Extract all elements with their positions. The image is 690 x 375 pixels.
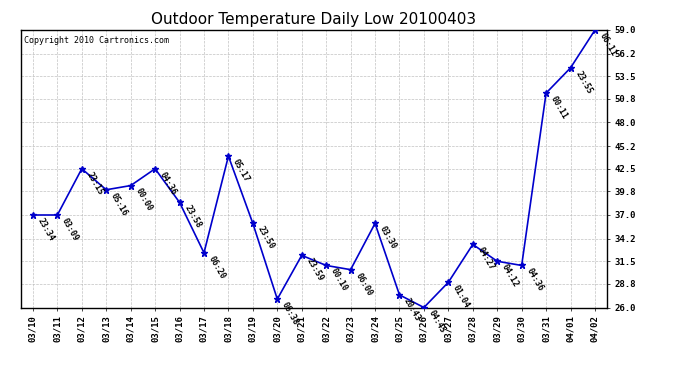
Text: 06:00: 06:00 xyxy=(353,271,374,297)
Text: 00:11: 00:11 xyxy=(549,94,569,121)
Text: 03:30: 03:30 xyxy=(378,225,398,251)
Text: 04:45: 04:45 xyxy=(426,309,447,335)
Text: 04:12: 04:12 xyxy=(500,262,520,289)
Text: 05:17: 05:17 xyxy=(231,158,251,184)
Title: Outdoor Temperature Daily Low 20100403: Outdoor Temperature Daily Low 20100403 xyxy=(151,12,477,27)
Text: 20:43: 20:43 xyxy=(402,296,422,322)
Text: 23:55: 23:55 xyxy=(573,69,593,95)
Text: 23:15: 23:15 xyxy=(85,170,105,196)
Text: 23:59: 23:59 xyxy=(304,257,325,283)
Text: 04:27: 04:27 xyxy=(475,246,496,272)
Text: 06:38: 06:38 xyxy=(280,300,300,327)
Text: 23:34: 23:34 xyxy=(36,216,56,243)
Text: 23:50: 23:50 xyxy=(255,225,276,251)
Text: Copyright 2010 Cartronics.com: Copyright 2010 Cartronics.com xyxy=(23,36,168,45)
Text: 23:58: 23:58 xyxy=(182,204,203,230)
Text: 05:16: 05:16 xyxy=(109,191,129,217)
Text: 04:36: 04:36 xyxy=(158,170,178,196)
Text: 00:10: 00:10 xyxy=(329,267,349,293)
Text: 04:36: 04:36 xyxy=(524,267,544,293)
Text: 01:04: 01:04 xyxy=(451,284,471,310)
Text: 00:00: 00:00 xyxy=(133,187,154,213)
Text: 03:09: 03:09 xyxy=(60,216,81,243)
Text: 06:11: 06:11 xyxy=(598,32,618,57)
Text: 06:20: 06:20 xyxy=(207,254,227,280)
